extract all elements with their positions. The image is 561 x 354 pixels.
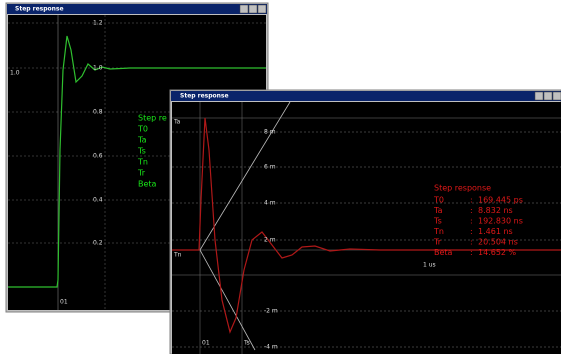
result-sep: :: [470, 238, 473, 247]
y-label: 8 m: [264, 129, 276, 136]
close-button[interactable]: [257, 4, 267, 14]
result-value: 1.461 ns: [478, 227, 513, 236]
legend-label: Tr: [137, 169, 146, 178]
marker-label: 01: [202, 340, 210, 347]
marker-label: Ts: [243, 340, 250, 347]
result-value: 169.445 ps: [478, 196, 523, 205]
y-label: 1.2: [93, 20, 103, 27]
y-label: 2 m: [264, 237, 276, 244]
minimize-button[interactable]: [534, 91, 544, 101]
y-label: 0.2: [93, 240, 103, 247]
result-name: Beta: [434, 248, 453, 257]
maximize-button[interactable]: [248, 4, 258, 14]
result-name: Ts: [433, 217, 442, 226]
result-sep: :: [470, 227, 473, 236]
results-title: Step response: [434, 184, 491, 193]
title-bar: [171, 91, 561, 101]
close-button[interactable]: [552, 91, 561, 101]
marker-label: Ta: [173, 119, 181, 126]
window-front: Step response 8 m 6 m 4 m 2 m -2 m -4 m Ta Tn 1…: [169, 89, 561, 354]
x-label: 01: [60, 299, 68, 306]
legend-label: T0: [137, 125, 148, 134]
marker-label: Tn: [173, 252, 182, 259]
legend-label: Ts: [137, 147, 146, 156]
result-name: Tn: [433, 227, 444, 236]
result-sep: :: [470, 217, 473, 226]
legend-label: Tn: [137, 158, 148, 167]
legend-label: Ta: [137, 136, 147, 145]
result-sep: :: [470, 248, 473, 257]
window-title: Step response: [180, 93, 229, 100]
step-curve: [172, 117, 561, 334]
y-label: 0.4: [93, 197, 103, 204]
title-bar: [7, 4, 267, 14]
step-curve: [8, 35, 266, 288]
result-value: 20.504 ns: [478, 238, 518, 247]
y-label: 4 m: [264, 200, 276, 207]
legend-label: Beta: [138, 180, 157, 189]
window-title: Step response: [15, 6, 64, 13]
y-label: 0.6: [93, 153, 103, 160]
y-label: -2 m: [264, 308, 278, 315]
result-name: T0: [433, 196, 444, 205]
level-label: 1.0: [10, 70, 20, 77]
legend-label: Step re: [138, 114, 167, 123]
result-value: 8.832 ns: [478, 206, 513, 215]
y-label: 1.0: [93, 65, 103, 72]
y-label: 6 m: [264, 164, 276, 171]
result-value: 14.652 %: [478, 248, 517, 257]
minimize-button[interactable]: [239, 4, 249, 14]
tangent-lines: [199, 101, 291, 351]
result-sep: :: [470, 206, 473, 215]
result-name: Ta: [433, 206, 443, 215]
result-name: Tr: [433, 238, 442, 247]
y-label: 0.8: [93, 109, 103, 116]
result-sep: :: [470, 196, 473, 205]
maximize-button[interactable]: [543, 91, 553, 101]
y-label: -4 m: [264, 344, 278, 351]
marker-label: 1 us: [423, 262, 436, 269]
result-value: 192.830 ns: [478, 217, 523, 226]
